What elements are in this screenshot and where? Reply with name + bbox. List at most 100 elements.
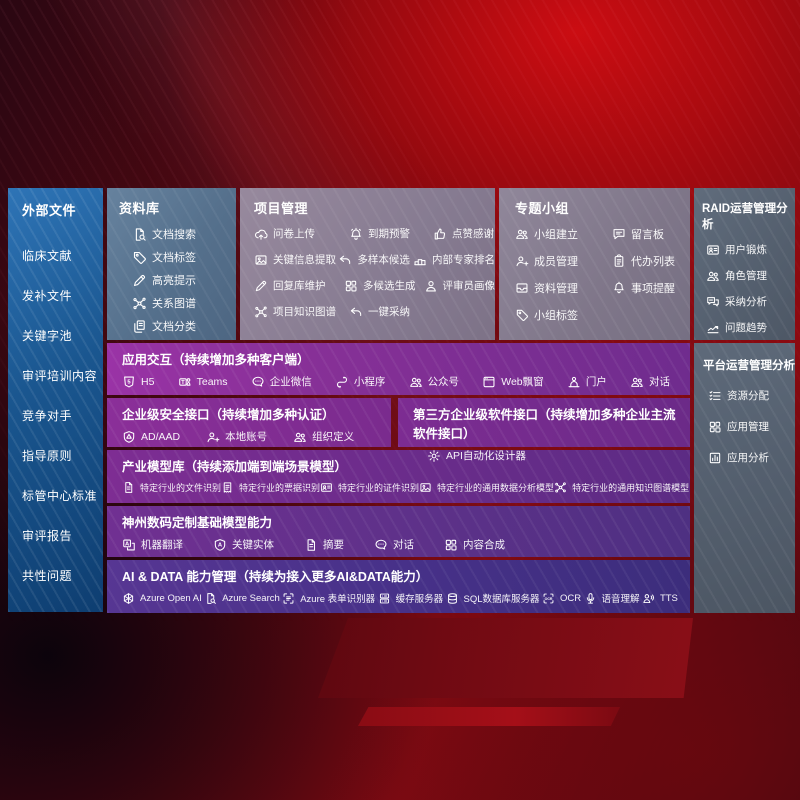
feature-label: 应用管理 [727,421,769,433]
item-info-extract: 关键信息提取 [254,252,338,267]
thirdparty-items: API自动化设计器 [427,448,678,463]
thumbs-up-icon [433,227,447,241]
feature-label: Azure Open AI [140,592,202,604]
sidebar-item: 发补文件 [22,289,73,303]
raid-items: 用户锻炼角色管理采纳分析问题趋势 [706,242,795,335]
org-define-icon [293,430,307,444]
feature-label: 采纳分析 [725,296,767,308]
feature-label: 高亮提示 [152,275,196,287]
base-models-items: 机器翻译 关键实体 摘要 对话 内容合成 [122,537,678,552]
feature-label: 特定行业的证件识别 [338,483,420,493]
ai-data-title: AI & DATA 能力管理（持续为接入更多AI&DATA能力） [122,570,429,584]
groups-row: 成员管理 代办列表 [515,253,690,269]
sidebar-item: 关键字池 [22,329,73,343]
sidebar-item: 审评培训内容 [22,369,98,383]
local-account-icon [206,430,220,444]
item-doc-category: 文档分类 [132,318,236,334]
certificate-recognition-icon [320,481,333,494]
ai-data-band: AI & DATA 能力管理（持续为接入更多AI&DATA能力） Azure O… [107,560,690,613]
groups-row: 资料管理 事项提醒 [515,280,690,296]
resource-list-icon [708,389,722,403]
remind-bell-icon [612,281,626,295]
feature-label: 点赞感谢 [452,228,494,240]
item-cloud-upload: 问卷上传 [254,226,349,241]
item-app-analysis: 应用分析 [708,450,795,465]
app-manage-icon [708,420,722,434]
project-row: 项目知识图谱 一键采纳 [254,304,495,319]
feature-label: H5 [141,375,155,388]
sidebar-item: 竞争对手 [22,409,73,423]
item-web-window: Web飘窗 [482,374,544,389]
item-azure-search: Azure Search [204,592,280,605]
mini-program-icon [335,375,349,389]
feature-label: 问题趋势 [725,322,767,334]
cache-server-icon [378,592,391,605]
feature-label: SQL数据库服务器 [463,594,540,605]
feature-label: 语音理解 [601,594,640,605]
background-red-bar [358,707,620,726]
reviewer-profile-icon [424,279,438,293]
sidebar-item: 标管中心标准 [22,489,98,503]
feature-label: 公众号 [427,376,460,388]
feature-label: 内容合成 [463,539,505,551]
feature-label: 小组标签 [534,310,578,322]
interaction-title: 应用交互（持续增加多种客户端） [122,353,310,367]
feature-label: API自动化设计器 [446,450,526,462]
item-org-define: 组织定义 [293,429,354,444]
industry-models-band: 产业模型库（持续添加端到端场景模型） 特定行业的文件识别 特定行业的票据识别 特定行… [107,450,690,503]
ocr-icon [542,592,555,605]
machine-translate-icon [122,538,136,552]
item-knowledge-graph-model: 特定行业的通用知识图谱模型 [554,481,689,494]
feature-label: 角色管理 [725,270,767,282]
item-member-manage: 成员管理 [515,253,612,269]
item-group-tag: 小组标签 [515,307,612,323]
project-management-panel: 项目管理 问卷上传 到期预警 点赞感谢 关键信息提取 多样本候选 内部专家排名 回复库维… [240,188,495,340]
base-models-band: 神州数码定制基础模型能力 机器翻译 关键实体 摘要 对话 内容合成 [107,506,690,557]
wechat-work-icon [251,375,265,389]
feature-label: Azure 表单识别器 [300,594,376,605]
member-manage-icon [515,254,529,268]
feature-label: 文档分类 [152,321,196,333]
models-title: 产业模型库（持续添加端到端场景模型） [122,460,348,474]
item-adopt-analysis: 采纳分析 [706,294,795,309]
feature-label: TTS [659,592,678,604]
item-reply-maintain: 回复库维护 [254,278,344,293]
background-red-shape [318,618,693,698]
feature-label: 用户锻炼 [725,244,767,256]
h5-icon [122,375,136,389]
item-relation-graph: 关系图谱 [132,295,236,311]
item-tts: TTS [642,592,678,605]
library-panel: 资料库 文档搜索 文档标签 高亮提示 关系图谱 文档分类 [107,188,236,340]
cloud-upload-icon [254,227,268,241]
item-wechat-work: 企业微信 [251,374,312,389]
item-key-entity: 关键实体 [213,537,274,552]
base-models-title: 神州数码定制基础模型能力 [122,516,273,530]
feature-label: 关键信息提取 [273,254,336,266]
feature-label: 问卷上传 [273,228,315,240]
summary-icon [304,538,318,552]
group-tag-icon [515,308,529,322]
platform-analysis-panel: 平台运营管理分析 资源分配 应用管理 应用分析 [694,343,795,613]
groups-rows: 小组建立 留言板 成员管理 代办列表 资料管理 事项提醒 小组标签 [515,226,690,323]
item-machine-translate: 机器翻译 [122,537,183,552]
sidebar-item: 临床文献 [22,249,73,263]
feature-label: 资源分配 [727,390,769,402]
feature-label: Teams [196,375,228,388]
official-account-icon [409,375,423,389]
item-team-create: 小组建立 [515,226,612,242]
item-mini-program: 小程序 [335,374,385,389]
feature-label: 门户 [585,376,607,388]
feature-label: 资料管理 [534,283,578,295]
sidebar-item: 指导原则 [22,449,73,463]
library-title: 资料库 [119,201,160,216]
feature-label: 企业微信 [269,376,312,388]
groups-row: 小组标签 [515,307,690,323]
security-interface-band: 企业级安全接口（持续增加多种认证） AD/AAD 本地账号 组织定义 [107,398,391,447]
security-title: 企业级安全接口（持续增加多种认证） [122,408,335,422]
item-file-manage: 资料管理 [515,280,612,296]
item-data-analysis-model: 特定行业的通用数据分析模型 [419,481,554,494]
feature-label: 机器翻译 [141,539,183,551]
bbs-board-icon [612,227,626,241]
feature-label: 成员管理 [534,256,578,268]
sidebar-item-list: 临床文献 发补文件 关键字池 审评培训内容 竞争对手 指导原则 标管中心标准 审评报告 共性问题 [22,247,103,584]
